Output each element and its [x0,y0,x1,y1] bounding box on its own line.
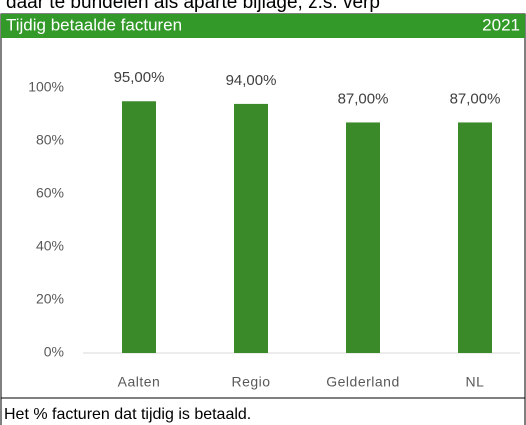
bar [346,122,380,353]
y-tick-label: 0% [44,344,64,360]
caption-box [0,397,526,425]
value-label: 87,00% [338,90,389,107]
bar [458,122,492,353]
x-tick-label: NL [466,374,485,390]
value-label: 87,00% [450,90,501,107]
y-tick-label: 20% [36,291,64,307]
x-tick-label: Gelderland [326,374,400,390]
context-text: daar te bundelen als aparte bijlage, z.s… [6,0,380,13]
year: 2021 [482,15,520,34]
header-bar [1,14,525,38]
value-label: 94,00% [226,72,277,89]
y-tick-label: 40% [36,238,64,254]
y-tick-label: 80% [36,132,64,148]
y-tick-label: 100% [28,79,64,95]
x-tick-label: Aalten [118,374,161,390]
x-tick-label: Regio [231,374,270,390]
caption: Het % facturen dat tijdig is betaald. [4,406,251,423]
value-label: 95,00% [114,69,165,86]
y-tick-label: 60% [36,185,64,201]
chart-title: Tijdig betaalde facturen [6,15,182,34]
bar [122,101,156,353]
bar [234,103,268,354]
